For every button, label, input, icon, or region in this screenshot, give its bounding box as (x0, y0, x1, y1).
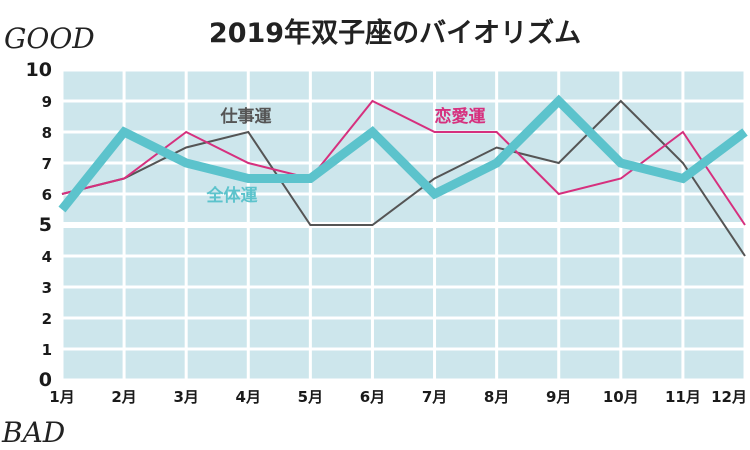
series-line-work (61, 99, 746, 257)
x-tick-label: 9月 (546, 388, 571, 406)
x-tick-label: 8月 (484, 388, 509, 406)
bad-label: BAD (1, 416, 65, 449)
y-tick-label: 2 (42, 310, 52, 328)
y-tick-label: 9 (42, 93, 52, 111)
y-tick-label: 10 (26, 59, 52, 81)
series-label-work: 仕事運 (220, 106, 272, 127)
y-axis-ticks: 0 1 2 3 4 5 6 7 8 9 10 (26, 59, 52, 391)
series-lines (58, 94, 748, 257)
series-line-love (61, 99, 746, 226)
x-tick-label: 6月 (360, 388, 385, 406)
x-tick-label: 10月 (603, 388, 639, 406)
y-tick-label: 5 (39, 214, 52, 236)
good-label: GOOD (4, 22, 95, 55)
x-tick-label: 4月 (236, 388, 261, 406)
x-tick-label: 12月 (711, 388, 747, 406)
grid-lines (60, 68, 747, 382)
series-labels: 全体運 仕事運 恋愛運 (206, 106, 486, 206)
series-label-overall: 全体運 (206, 185, 258, 206)
series-label-love: 恋愛運 (435, 106, 486, 127)
x-tick-label: 2月 (111, 388, 136, 406)
x-tick-label: 1月 (49, 388, 74, 406)
y-tick-label: 6 (42, 186, 52, 204)
chart-title: 2019年双子座のバイオリズム (209, 17, 581, 49)
y-tick-label: 7 (42, 155, 52, 173)
y-tick-label: 1 (42, 341, 52, 359)
x-tick-label: 5月 (298, 388, 323, 406)
x-tick-label: 7月 (422, 388, 447, 406)
x-axis-ticks: 1月 2月 3月 4月 5月 6月 7月 8月 9月 10月 11月 12月 (49, 388, 747, 406)
y-tick-label: 8 (42, 124, 52, 142)
y-tick-label: 0 (39, 369, 52, 391)
x-tick-label: 11月 (665, 388, 701, 406)
series-line-overall (58, 94, 748, 213)
x-tick-label: 3月 (173, 388, 198, 406)
y-tick-label: 4 (42, 248, 52, 266)
y-tick-label: 3 (42, 279, 52, 297)
